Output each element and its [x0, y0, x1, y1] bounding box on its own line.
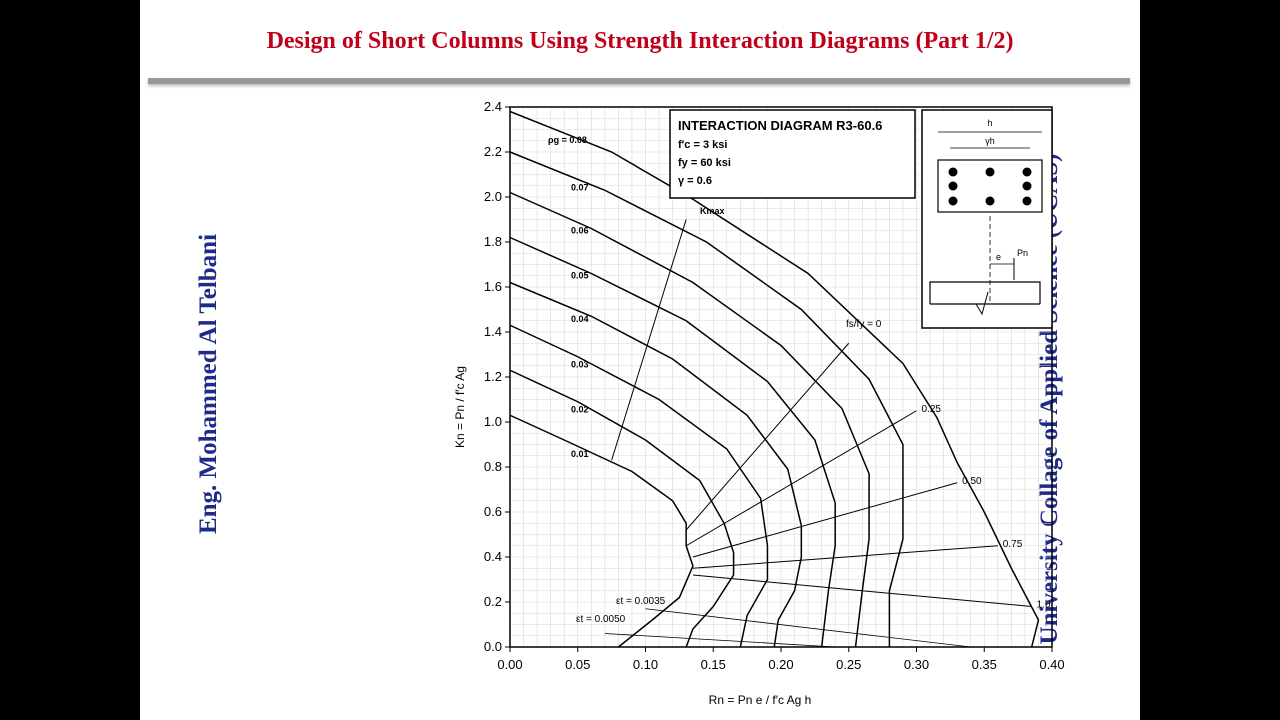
kmax-line — [611, 219, 687, 461]
x-tick-label: 0.00 — [497, 657, 522, 672]
info-gamma: γ = 0.6 — [678, 175, 712, 187]
y-axis-title: Kn = Pn / f′c Ag — [453, 366, 467, 448]
rho-label: ρg = 0.08 — [548, 135, 587, 145]
x-tick-label: 0.20 — [768, 657, 793, 672]
series-label: 0.01 — [571, 449, 589, 459]
y-tick-label: 1.8 — [484, 234, 502, 249]
series-label: 0.07 — [571, 183, 589, 193]
series-line — [509, 110, 1040, 648]
info-fc: f′c = 3 ksi — [678, 139, 727, 151]
column-section-inset: h γh e Pn — [921, 109, 1053, 329]
epsilon-0035-label: εt = 0.0035 — [616, 596, 666, 607]
fs-fy-label: fs/fy = 0 — [846, 319, 882, 330]
y-tick-label: 0.0 — [484, 639, 502, 654]
strain-line — [645, 608, 971, 648]
title-divider — [148, 78, 1130, 84]
fs-fy-line — [692, 545, 998, 569]
slide-title: Design of Short Columns Using Strength I… — [266, 28, 1014, 54]
series-line — [509, 369, 735, 648]
rebar-dot — [1022, 196, 1032, 206]
fs-fy-line — [685, 342, 850, 531]
inset-e-label: e — [996, 252, 1001, 262]
info-title: INTERACTION DIAGRAM R3-60.6 — [678, 118, 882, 133]
x-tick-label: 0.05 — [565, 657, 590, 672]
epsilon-0050-label: εt = 0.0050 — [576, 614, 626, 625]
fs-fy-line — [692, 574, 1032, 607]
x-tick-label: 0.10 — [633, 657, 658, 672]
series-label: 0.05 — [571, 271, 589, 281]
series-line — [509, 414, 694, 648]
strain-line — [604, 633, 836, 648]
reinforcing-bars — [948, 167, 1032, 206]
x-tick-label: 0.30 — [904, 657, 929, 672]
y-tick-label: 0.4 — [484, 549, 502, 564]
y-tick-label: 1.0 — [484, 414, 502, 429]
rebar-dot — [948, 181, 958, 191]
fs-fy-line — [692, 482, 958, 558]
series-line — [509, 281, 803, 648]
y-tick-label: 2.2 — [484, 144, 502, 159]
fs-fy-value-label: 0.75 — [1003, 539, 1023, 550]
y-tick-label: 1.4 — [484, 324, 502, 339]
rebar-dot — [948, 167, 958, 177]
info-fy: fy = 60 ksi — [678, 157, 731, 169]
kmax-label: Kmax — [700, 206, 725, 216]
series-label: 0.06 — [571, 226, 589, 236]
series-line — [509, 236, 836, 648]
series-label: 0.03 — [571, 360, 589, 370]
interaction-diagram-chart: 0.01 0.02 0.03 0.04 0.05 0.06 0.07 0.25 0.50 0.75… — [453, 99, 1065, 707]
fs-fy-value-label: 1.0 — [1037, 600, 1051, 611]
fs-fy-value-label: 0.50 — [962, 476, 982, 487]
series-label: 0.04 — [571, 314, 589, 324]
series-line — [509, 324, 769, 648]
rebar-dot — [1022, 167, 1032, 177]
inset-gamma-h-label: γh — [985, 136, 995, 146]
y-tick-label: 0.6 — [484, 504, 502, 519]
x-tick-label: 0.15 — [701, 657, 726, 672]
chart-ticks: 0.00 0.05 0.10 0.15 0.20 0.25 0.30 0.35 0.40 0.0 0… — [484, 99, 1065, 672]
rebar-dot — [948, 196, 958, 206]
info-box: INTERACTION DIAGRAM R3-60.6 f′c = 3 ksi … — [669, 109, 916, 199]
chart-curves: 0.01 0.02 0.03 0.04 0.05 0.06 0.07 0.25 0.50 0.75… — [509, 110, 1051, 648]
x-axis-title: Rn = Pn e / f′c Ag h — [709, 693, 812, 707]
fs-fy-value-label: 0.25 — [922, 404, 942, 415]
series-line — [509, 191, 870, 648]
inset-pn-label: Pn — [1017, 248, 1028, 258]
x-tick-label: 0.35 — [972, 657, 997, 672]
author-name: Eng. Mohammed Al Telbani — [195, 233, 222, 535]
y-tick-label: 2.4 — [484, 99, 502, 114]
plot-frame — [509, 106, 1053, 648]
y-tick-label: 0.2 — [484, 594, 502, 609]
slide: Design of Short Columns Using Strength I… — [140, 0, 1140, 720]
y-tick-label: 1.2 — [484, 369, 502, 384]
inset-h-label: h — [987, 118, 992, 128]
fs-fy-line — [685, 410, 917, 547]
series-line — [509, 151, 904, 647]
y-tick-label: 0.8 — [484, 459, 502, 474]
y-tick-label: 2.0 — [484, 189, 502, 204]
rebar-dot — [985, 167, 995, 177]
series-label: 0.02 — [571, 405, 589, 415]
x-tick-label: 0.40 — [1039, 657, 1064, 672]
rebar-dot — [985, 196, 995, 206]
y-tick-label: 1.6 — [484, 279, 502, 294]
x-tick-label: 0.25 — [836, 657, 861, 672]
rebar-dot — [1022, 181, 1032, 191]
